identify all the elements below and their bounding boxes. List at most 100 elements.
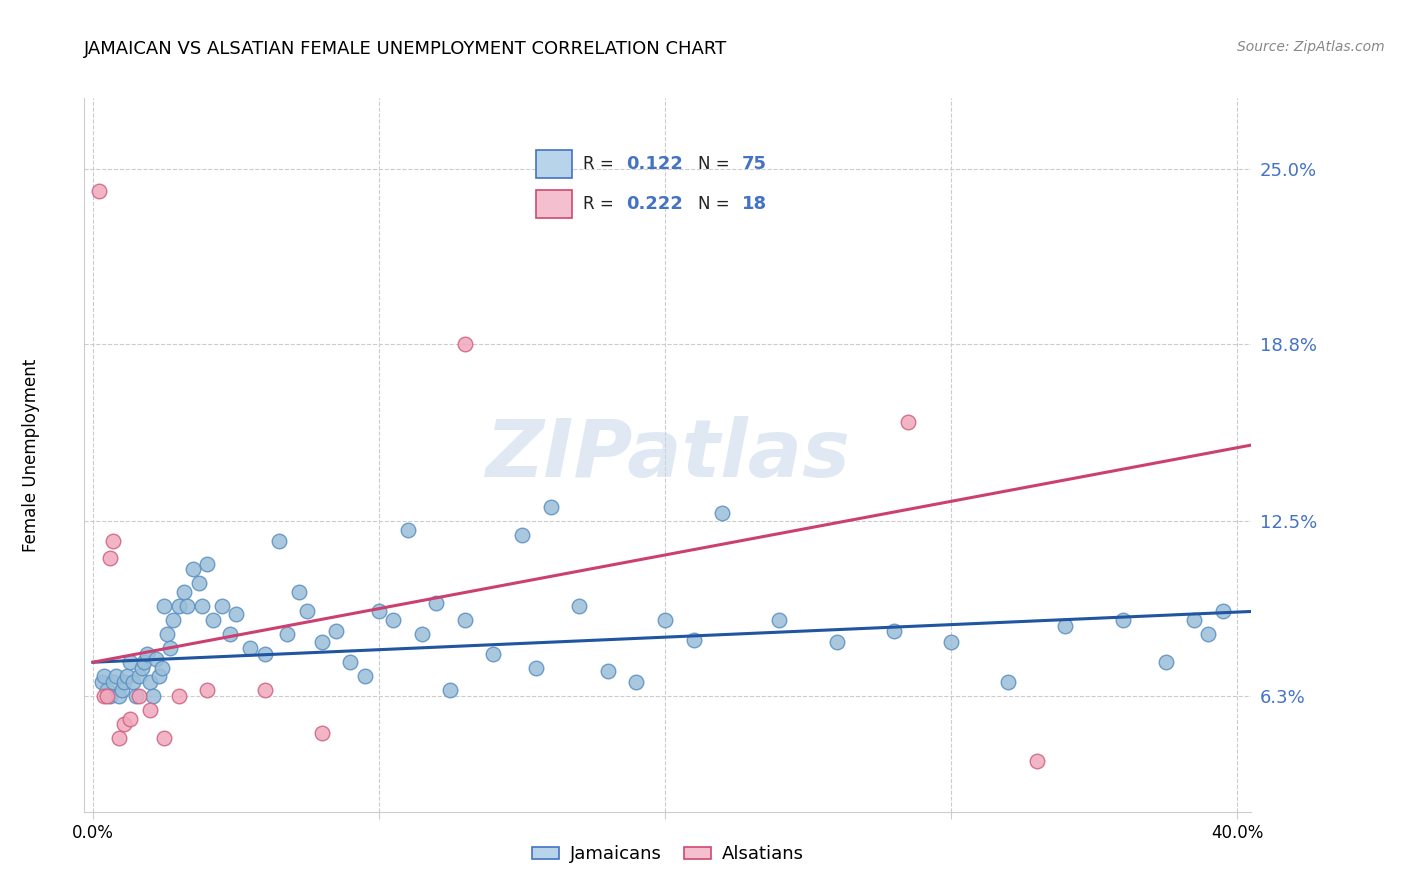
Point [454, 336, 477, 351]
Point [153, 599, 176, 613]
Point [150, 661, 173, 675]
Point [297, 604, 319, 618]
Point [339, 655, 361, 669]
Point [139, 703, 162, 717]
Point [110, 683, 132, 698]
Point [1154, 655, 1177, 669]
Point [626, 675, 648, 690]
Text: N =: N = [697, 195, 735, 213]
Point [181, 562, 204, 576]
Point [128, 689, 150, 703]
Point [107, 731, 129, 746]
Point [411, 627, 433, 641]
Point [368, 604, 391, 618]
Point [1054, 618, 1077, 632]
FancyBboxPatch shape [536, 190, 572, 218]
Point [120, 712, 142, 726]
Point [1025, 754, 1047, 768]
Point [120, 655, 142, 669]
Point [883, 624, 905, 639]
Point [540, 500, 562, 514]
Point [825, 635, 848, 649]
Point [153, 731, 176, 746]
Point [187, 576, 209, 591]
Point [711, 506, 734, 520]
Text: 0.222: 0.222 [627, 195, 683, 213]
Text: R =: R = [582, 195, 619, 213]
Point [139, 675, 162, 690]
Point [195, 557, 218, 571]
Point [439, 683, 461, 698]
Point [510, 528, 533, 542]
Point [162, 613, 184, 627]
Point [167, 689, 190, 703]
Text: ZIPatlas: ZIPatlas [485, 416, 851, 494]
Point [125, 689, 148, 703]
Point [1182, 613, 1205, 627]
Text: Female Unemployment: Female Unemployment [22, 359, 39, 551]
Point [190, 599, 212, 613]
Point [211, 599, 233, 613]
Point [997, 675, 1019, 690]
Point [253, 683, 276, 698]
Point [112, 717, 135, 731]
Point [568, 599, 591, 613]
Point [167, 599, 190, 613]
Point [122, 675, 145, 690]
Point [382, 613, 405, 627]
Point [325, 624, 347, 639]
Point [454, 613, 477, 627]
Point [267, 533, 290, 548]
Point [98, 689, 121, 703]
Point [131, 661, 153, 675]
Point [136, 647, 159, 661]
Point [897, 416, 920, 430]
Point [156, 627, 179, 641]
Point [202, 613, 225, 627]
Point [176, 599, 198, 613]
Text: N =: N = [697, 155, 735, 173]
Point [1197, 627, 1219, 641]
Point [101, 533, 124, 548]
Point [93, 689, 115, 703]
Text: Source: ZipAtlas.com: Source: ZipAtlas.com [1237, 40, 1385, 54]
Point [682, 632, 704, 647]
Point [353, 669, 375, 683]
Point [117, 669, 139, 683]
Point [276, 627, 298, 641]
Text: 0.122: 0.122 [627, 155, 683, 173]
Point [112, 675, 135, 690]
Text: R =: R = [582, 155, 619, 173]
Point [482, 647, 505, 661]
Point [98, 550, 121, 565]
Point [1111, 613, 1133, 627]
Text: JAMAICAN VS ALSATIAN FEMALE UNEMPLOYMENT CORRELATION CHART: JAMAICAN VS ALSATIAN FEMALE UNEMPLOYMENT… [84, 40, 728, 58]
Point [311, 725, 333, 739]
Point [142, 689, 165, 703]
Point [596, 664, 619, 678]
Text: 75: 75 [742, 155, 766, 173]
Point [396, 523, 419, 537]
Point [654, 613, 676, 627]
Point [1212, 604, 1234, 618]
Point [225, 607, 247, 622]
Point [90, 675, 112, 690]
Point [159, 641, 181, 656]
Point [107, 689, 129, 703]
Point [288, 584, 311, 599]
Point [96, 683, 118, 698]
Point [173, 584, 195, 599]
Point [128, 669, 150, 683]
Text: 18: 18 [742, 195, 766, 213]
Point [253, 647, 276, 661]
Point [425, 596, 447, 610]
Point [104, 669, 127, 683]
Point [96, 689, 118, 703]
FancyBboxPatch shape [536, 150, 572, 178]
Point [101, 675, 124, 690]
Point [239, 641, 262, 656]
Point [524, 661, 547, 675]
Point [93, 669, 115, 683]
Point [145, 652, 167, 666]
Point [195, 683, 218, 698]
